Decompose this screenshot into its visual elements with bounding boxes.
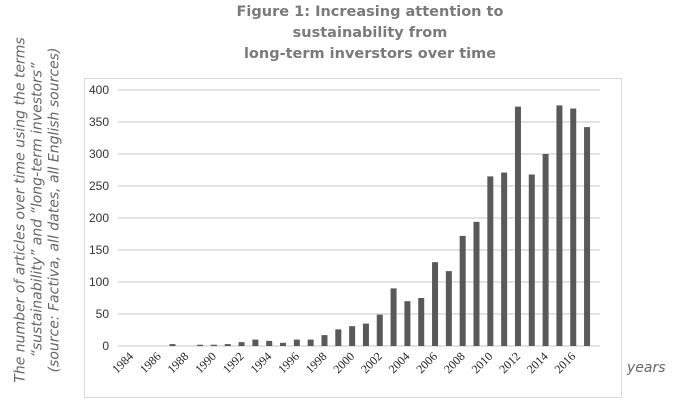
bar-2007 — [445, 271, 452, 346]
x-tick-label: 2004 — [386, 349, 413, 376]
y-tick-label: 100 — [89, 275, 109, 289]
y-tick-label: 300 — [89, 147, 109, 161]
bar-2016 — [570, 108, 577, 346]
x-tick-label: 2006 — [413, 349, 440, 376]
x-tick-label: 1984 — [109, 349, 136, 376]
x-tick-label: 1992 — [220, 349, 247, 376]
bar-2002 — [376, 314, 383, 346]
title-line-2: long-term inverstors over time — [243, 46, 497, 62]
bar-2004 — [404, 301, 411, 346]
x-tick-label: 1988 — [165, 349, 192, 376]
bar-1989 — [197, 344, 204, 346]
bar-2011 — [501, 172, 508, 346]
y-tick-label: 150 — [89, 243, 109, 257]
x-tick-label: 1986 — [137, 349, 164, 376]
bar-1997 — [307, 339, 314, 346]
bar-2006 — [432, 262, 439, 346]
bar-1992 — [238, 342, 245, 346]
bar-2015 — [556, 105, 563, 346]
bar-2005 — [418, 298, 425, 346]
bar-2013 — [528, 174, 535, 346]
title-line-1: Figure 1: Increasing attention to sustai… — [236, 4, 504, 41]
bar-1995 — [280, 342, 287, 346]
x-tick-label: 2012 — [496, 349, 523, 376]
bar-2014 — [542, 154, 549, 346]
x-tick-label: 2014 — [524, 349, 551, 376]
bar-2000 — [349, 326, 356, 346]
bar-1996 — [293, 339, 300, 346]
x-tick-label: 1998 — [303, 349, 330, 376]
bar-2012 — [514, 106, 521, 346]
bar-1991 — [224, 344, 231, 346]
x-tick-label: 1994 — [247, 349, 274, 376]
y-tick-label: 200 — [89, 211, 109, 225]
x-tick-label: 2000 — [330, 349, 357, 376]
bar-1993 — [252, 339, 259, 346]
bar-2009 — [473, 221, 480, 346]
x-tick-label: 1990 — [192, 349, 219, 376]
y-tick-label: 0 — [102, 339, 109, 353]
x-axis-label: years — [627, 360, 666, 376]
bar-1998 — [321, 335, 328, 346]
x-tick-label: 1996 — [275, 349, 302, 376]
bar-1987 — [169, 344, 176, 346]
bar-2017 — [584, 127, 591, 347]
chart-area — [84, 78, 622, 398]
chart-title: Figure 1: Increasing attention to sustai… — [200, 2, 540, 65]
bar-2001 — [362, 323, 369, 346]
x-tick-label: 2008 — [441, 349, 468, 376]
x-tick-label: 2016 — [551, 349, 578, 376]
bar-1999 — [335, 329, 342, 346]
bar-2010 — [487, 176, 494, 346]
y-tick-label: 400 — [89, 83, 109, 97]
bar-1994 — [266, 340, 273, 346]
x-tick-label: 2002 — [358, 349, 385, 376]
bar-2003 — [390, 288, 397, 346]
y-tick-label: 50 — [96, 307, 110, 321]
y-tick-label: 250 — [89, 179, 109, 193]
y-tick-label: 350 — [89, 115, 109, 129]
x-tick-label: 2010 — [469, 349, 496, 376]
bar-1990 — [210, 344, 217, 346]
bar-2008 — [459, 235, 466, 346]
